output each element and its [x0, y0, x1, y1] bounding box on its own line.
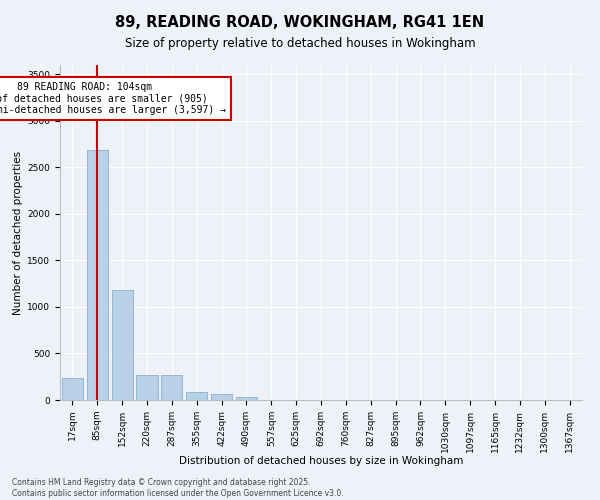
Y-axis label: Number of detached properties: Number of detached properties	[13, 150, 23, 314]
Bar	[161, 376, 182, 400]
Bar	[62, 378, 83, 400]
X-axis label: Distribution of detached houses by size in Wokingham: Distribution of detached houses by size …	[179, 456, 463, 466]
Bar	[211, 394, 232, 400]
Text: 89, READING ROAD, WOKINGHAM, RG41 1EN: 89, READING ROAD, WOKINGHAM, RG41 1EN	[115, 15, 485, 30]
Bar	[236, 397, 257, 400]
Bar	[186, 392, 207, 400]
Text: 89 READING ROAD: 104sqm
← 20% of detached houses are smaller (905)
80% of semi-d: 89 READING ROAD: 104sqm ← 20% of detache…	[0, 82, 226, 115]
Text: Size of property relative to detached houses in Wokingham: Size of property relative to detached ho…	[125, 38, 475, 51]
Bar	[136, 375, 158, 400]
Bar	[112, 290, 133, 400]
Bar	[87, 150, 108, 400]
Text: Contains HM Land Registry data © Crown copyright and database right 2025.
Contai: Contains HM Land Registry data © Crown c…	[12, 478, 344, 498]
